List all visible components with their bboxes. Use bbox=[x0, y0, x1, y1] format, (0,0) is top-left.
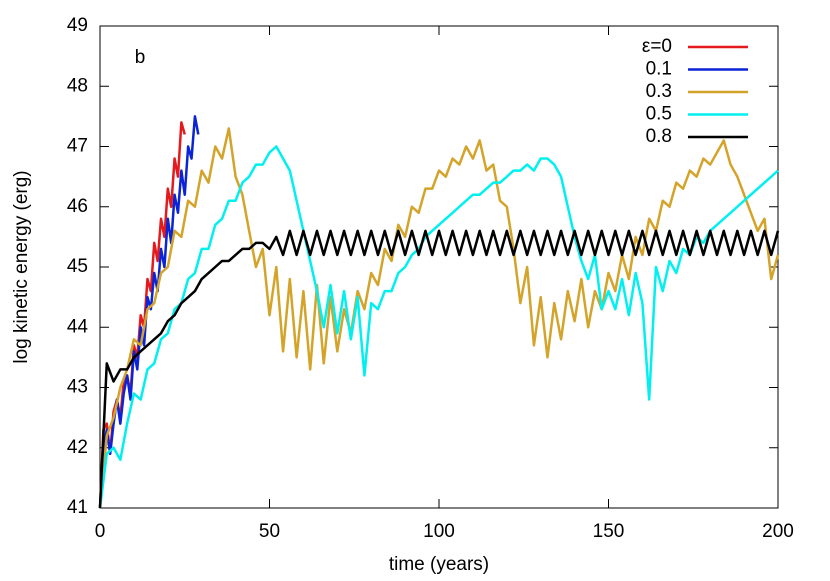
y-tick-label: 47 bbox=[67, 136, 88, 157]
y-tick-label: 48 bbox=[67, 75, 88, 96]
x-tick-label: 150 bbox=[593, 521, 625, 542]
y-tick-label: 46 bbox=[67, 196, 88, 217]
y-axis-label: log kinetic energy (erg) bbox=[11, 170, 32, 363]
y-tick-label: 49 bbox=[67, 15, 88, 36]
legend-label: 0.1 bbox=[646, 59, 672, 80]
x-tick-label: 50 bbox=[259, 521, 280, 542]
x-tick-label: 0 bbox=[95, 521, 106, 542]
y-tick-label: 45 bbox=[67, 256, 88, 277]
y-tick-label: 43 bbox=[67, 377, 88, 398]
legend-label: 0.8 bbox=[646, 126, 672, 147]
x-tick-label: 100 bbox=[423, 521, 455, 542]
legend-label: ε=0 bbox=[642, 36, 672, 57]
y-tick-label: 42 bbox=[67, 437, 88, 458]
series-line bbox=[98, 127, 780, 509]
legend-label: 0.3 bbox=[646, 81, 672, 102]
legend-label: 0.5 bbox=[646, 104, 672, 125]
series-line bbox=[98, 229, 780, 509]
x-axis-label: time (years) bbox=[389, 554, 489, 575]
y-tick-label: 44 bbox=[67, 316, 89, 337]
plot-frame bbox=[99, 25, 779, 509]
panel-annotation: b bbox=[135, 47, 146, 68]
x-tick-label: 200 bbox=[762, 521, 794, 542]
series-line bbox=[98, 145, 779, 509]
y-tick-label: 41 bbox=[67, 497, 88, 518]
